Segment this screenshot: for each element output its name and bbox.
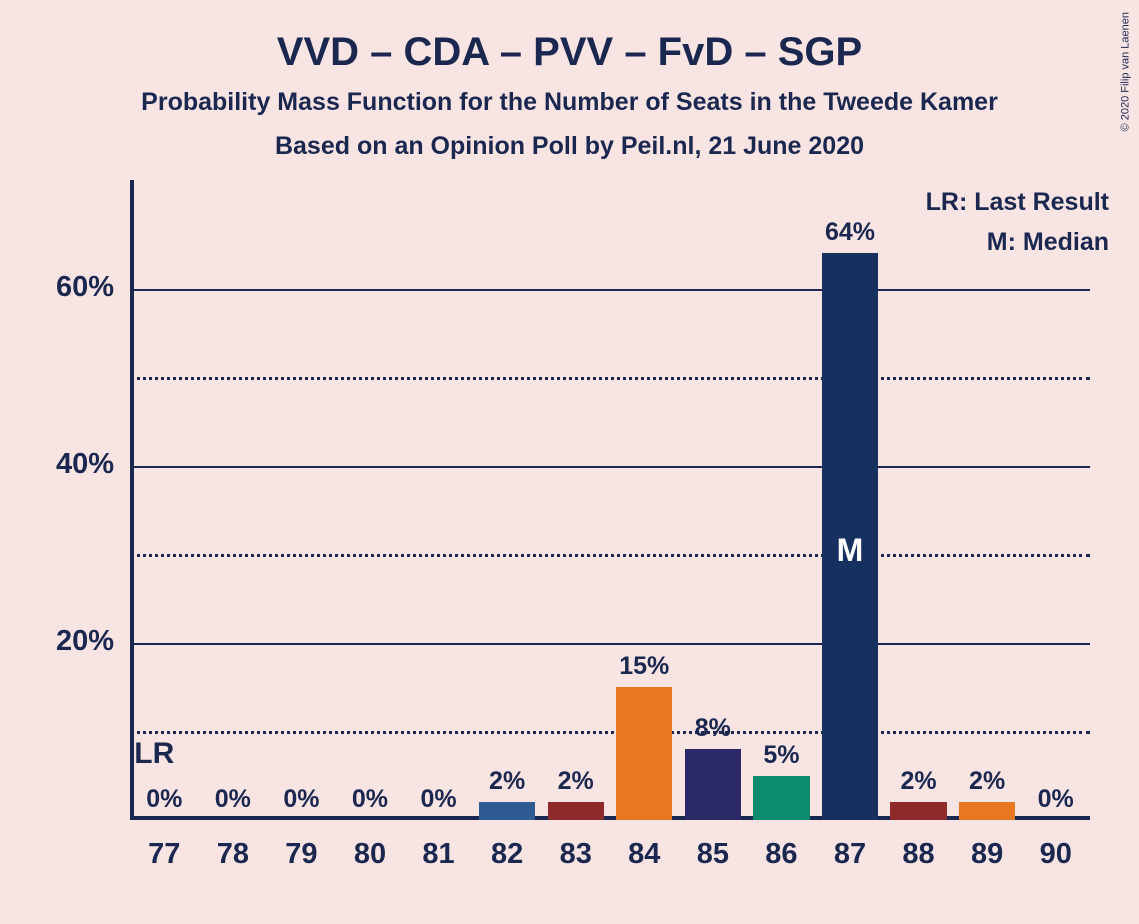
gridline-minor (130, 377, 1090, 380)
bar-value-label: 0% (267, 785, 336, 814)
bar-value-label: 0% (404, 785, 473, 814)
gridline-major (130, 289, 1090, 291)
bar (616, 687, 672, 820)
bar (959, 802, 1015, 820)
bar (685, 749, 741, 820)
x-tick-label: 79 (267, 838, 336, 871)
x-tick-label: 84 (610, 838, 679, 871)
bar-value-label: 0% (1021, 785, 1090, 814)
gridline-minor (130, 731, 1090, 734)
bar (753, 776, 809, 820)
chart-canvas: VVD – CDA – PVV – FvD – SGP Probability … (0, 0, 1139, 924)
bar (548, 802, 604, 820)
x-tick-label: 86 (747, 838, 816, 871)
x-tick-label: 78 (199, 838, 268, 871)
x-tick-label: 87 (816, 838, 885, 871)
y-tick-label: 60% (24, 271, 114, 304)
chart-plot-area: 20%40%60%0%770%780%790%800%812%822%8315%… (130, 200, 1090, 820)
bar-value-label: 2% (473, 767, 542, 796)
gridline-minor (130, 554, 1090, 557)
chart-subtitle-1: Probability Mass Function for the Number… (0, 88, 1139, 117)
y-axis (130, 180, 134, 820)
bar-value-label: 8% (679, 714, 748, 743)
chart-title: VVD – CDA – PVV – FvD – SGP (0, 30, 1139, 75)
x-tick-label: 90 (1021, 838, 1090, 871)
bar-value-label: 5% (747, 741, 816, 770)
copyright-text: © 2020 Filip van Laenen (1119, 12, 1131, 131)
bar (479, 802, 535, 820)
median-marker: M (822, 532, 878, 569)
bar-value-label: 15% (610, 652, 679, 681)
bar-value-label: 0% (130, 785, 199, 814)
x-tick-label: 82 (473, 838, 542, 871)
bar (890, 802, 946, 820)
bar-value-label: 64% (816, 218, 885, 247)
x-tick-label: 81 (404, 838, 473, 871)
gridline-major (130, 466, 1090, 468)
x-tick-label: 88 (884, 838, 953, 871)
bar-value-label: 2% (541, 767, 610, 796)
gridline-major (130, 643, 1090, 645)
y-tick-label: 20% (24, 625, 114, 658)
x-tick-label: 89 (953, 838, 1022, 871)
bar-value-label: 0% (199, 785, 268, 814)
bar-value-label: 2% (953, 767, 1022, 796)
x-tick-label: 80 (336, 838, 405, 871)
bar-value-label: 2% (884, 767, 953, 796)
y-tick-label: 40% (24, 448, 114, 481)
bar-value-label: 0% (336, 785, 405, 814)
x-tick-label: 85 (679, 838, 748, 871)
x-tick-label: 83 (541, 838, 610, 871)
x-tick-label: 77 (130, 838, 199, 871)
last-result-marker: LR (134, 737, 174, 771)
chart-subtitle-2: Based on an Opinion Poll by Peil.nl, 21 … (0, 132, 1139, 161)
